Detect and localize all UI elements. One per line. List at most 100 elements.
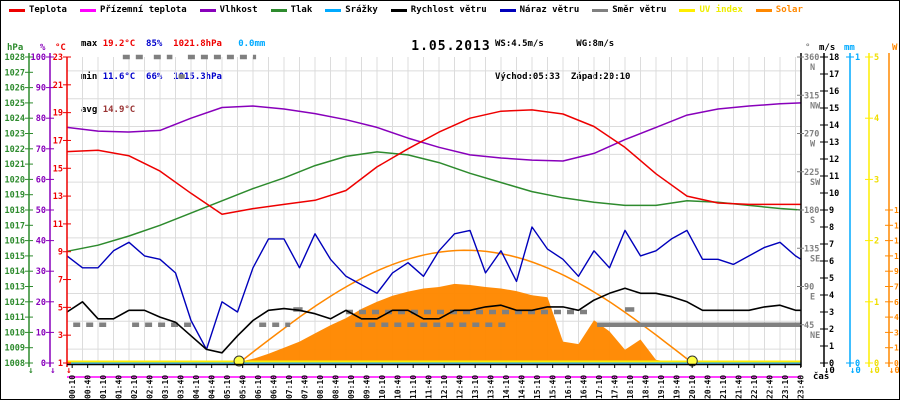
time-tick-label: 09:40: [363, 375, 372, 399]
svg-text:12: 12: [829, 155, 839, 165]
svg-text:13: 13: [53, 192, 63, 202]
legend-swatch: [325, 8, 342, 12]
svg-text:600: 600: [894, 298, 900, 307]
stat-min-temp: 11.6°C: [102, 72, 136, 82]
legend-label: Teplota: [29, 5, 67, 15]
svg-text:90: 90: [36, 84, 46, 94]
svg-text:1027: 1027: [5, 68, 25, 78]
legend-item: Náraz větru: [499, 5, 579, 15]
svg-text:1: 1: [855, 53, 860, 63]
stat-avg-temp: 14.9°C: [102, 105, 136, 115]
svg-text:W: W: [810, 140, 816, 150]
time-tick-label: 18:40: [642, 375, 651, 399]
svg-text:1: 1: [829, 342, 834, 352]
stats-avg-row: avg 14.9°C: [81, 105, 265, 116]
legend-item: Rychlost větru: [390, 5, 487, 15]
svg-text:1: 1: [58, 359, 63, 369]
svg-text:9: 9: [58, 248, 63, 258]
svg-text:13: 13: [829, 138, 839, 148]
time-tick-label: 17:40: [611, 375, 620, 399]
legend-swatch: [679, 8, 696, 12]
time-tick-label: 01:10: [99, 375, 108, 399]
svg-text:0: 0: [874, 359, 879, 369]
time-tick-label: 02:40: [146, 375, 155, 399]
svg-text:900: 900: [894, 267, 900, 276]
svg-text:1013: 1013: [5, 283, 25, 293]
time-tick-label: 04:10: [192, 375, 201, 399]
svg-text:5: 5: [58, 303, 63, 313]
sunrise-marker: [233, 355, 245, 367]
svg-text:NW: NW: [810, 101, 821, 111]
svg-text:W: W: [892, 43, 898, 53]
svg-text:18: 18: [829, 53, 839, 63]
time-tick-label: 11:10: [409, 375, 418, 399]
svg-text:3: 3: [829, 308, 834, 318]
legend-label: Solar: [775, 5, 803, 15]
svg-text:8: 8: [829, 223, 834, 233]
svg-text:11: 11: [53, 220, 63, 230]
legend-swatch: [270, 8, 287, 12]
svg-text:19: 19: [53, 109, 63, 119]
time-tick-label: 12:10: [440, 375, 449, 399]
stat-min-pressure: 1015.3hPa: [173, 72, 222, 82]
svg-text:9: 9: [829, 206, 834, 216]
svg-text:0: 0: [894, 359, 899, 368]
svg-text:7: 7: [829, 240, 834, 250]
legend-label: Vlhkost: [219, 5, 258, 15]
stats-avg-label: avg: [81, 105, 98, 115]
time-tick-label: 00:10: [68, 375, 77, 399]
time-tick-label: 06:40: [270, 375, 279, 399]
time-tick-label: 15:10: [533, 375, 542, 399]
time-tick-label: 04:40: [208, 375, 217, 399]
svg-text:↓: ↓: [28, 366, 33, 376]
svg-text:2: 2: [874, 237, 879, 247]
time-tick-label: 11:40: [425, 375, 434, 399]
wind-speed-max: WS:4.5m/s: [495, 39, 544, 49]
legend-label: Rychlost větru: [410, 5, 487, 15]
sunrise-time: Východ:05:33: [495, 72, 561, 82]
svg-text:1024: 1024: [5, 114, 25, 124]
svg-text:1023: 1023: [5, 130, 25, 140]
svg-text:↓: ↓: [50, 366, 55, 376]
svg-text:1: 1: [874, 298, 879, 308]
svg-text:0: 0: [41, 359, 46, 369]
svg-text:1008: 1008: [5, 359, 25, 369]
svg-text:E: E: [810, 293, 815, 303]
svg-text:0: 0: [855, 359, 860, 369]
time-tick-label: 22:10: [750, 375, 759, 399]
stat-max-humidity: 85%: [146, 39, 163, 49]
legend-swatch: [79, 8, 96, 12]
legend-label: Srážky: [345, 5, 378, 15]
time-tick-label: 23:10: [781, 375, 790, 399]
time-tick-label: 17:10: [595, 375, 604, 399]
time-tick-label: 13:10: [471, 375, 480, 399]
legend-item: Solar: [755, 5, 803, 15]
svg-text:1015: 1015: [5, 252, 25, 262]
svg-text:1011: 1011: [5, 313, 25, 323]
legend-swatch: [199, 8, 216, 12]
time-tick-label: 23:40: [797, 375, 806, 399]
svg-text:5: 5: [829, 274, 834, 284]
time-tick-label: 12:40: [456, 375, 465, 399]
time-tick-label: 13:40: [487, 375, 496, 399]
svg-text:6: 6: [829, 257, 834, 267]
stats-max-label: max: [81, 39, 98, 49]
time-tick-label: 20:40: [704, 375, 713, 399]
svg-text:23: 23: [53, 53, 63, 63]
time-tick-label: 14:40: [518, 375, 527, 399]
svg-text:N: N: [810, 63, 815, 73]
svg-text:15: 15: [829, 104, 839, 114]
svg-text:15: 15: [53, 164, 63, 174]
svg-text:3: 3: [58, 331, 63, 341]
sunset-time: Západ:20:10: [570, 72, 631, 82]
time-axis-label: čas: [813, 371, 829, 382]
svg-text:300: 300: [894, 328, 900, 337]
svg-text:↓0: ↓0: [850, 366, 861, 376]
time-tick-label: 15:40: [549, 375, 558, 399]
chart-legend: Teplota Přízemní teplota Vlhkost Tlak Srážky…: [9, 5, 803, 15]
svg-text:%: %: [40, 43, 46, 53]
legend-item: Vlhkost: [199, 5, 258, 15]
time-tick-label: 07:40: [301, 375, 310, 399]
chart-title: 1.05.2013: [411, 39, 491, 54]
time-tick-label: 08:40: [332, 375, 341, 399]
